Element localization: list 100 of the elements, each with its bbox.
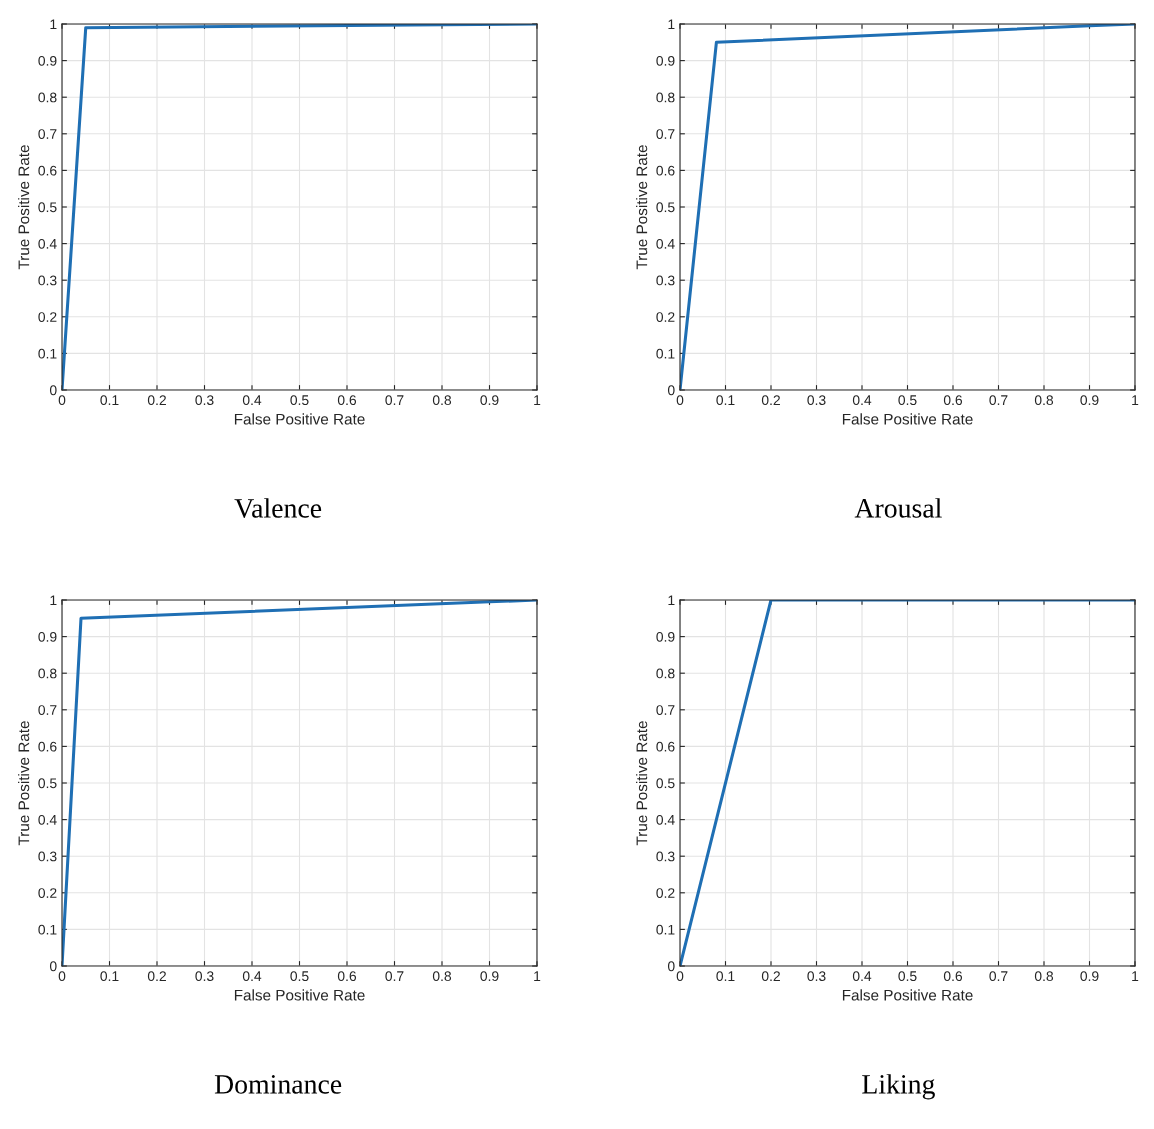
- y-axis-title: True Positive Rate: [636, 721, 648, 846]
- x-tick-label: 0.8: [432, 395, 452, 406]
- x-tick-label: 0.3: [807, 395, 826, 406]
- text: Liking: [862, 1074, 935, 1100]
- y-tick-label: 0.5: [38, 778, 57, 789]
- y-tick-label: 0.4: [38, 238, 57, 249]
- line-series: [680, 24, 1135, 390]
- y-tick-label: 1: [50, 19, 57, 30]
- x-axis-title: False Positive Rate: [234, 989, 365, 1001]
- text: Valence: [234, 498, 322, 518]
- y-tick-label: 0.8: [656, 92, 675, 103]
- x-tick-label: 0.3: [807, 971, 826, 982]
- x-tick-label: 0.2: [761, 971, 780, 982]
- y-tick-label: 1: [668, 19, 675, 30]
- x-tick-label: 0.5: [290, 971, 309, 982]
- x-tick-label: 0.9: [480, 971, 499, 982]
- x-tick-label: 1: [1132, 971, 1139, 981]
- x-tick-label: 0.5: [898, 971, 917, 982]
- x-axis-title: False Positive Rate: [842, 413, 973, 425]
- x-tick-label: 0.2: [761, 395, 780, 406]
- x-tick-label: 0.4: [852, 395, 872, 406]
- y-tick-label: 0.8: [38, 92, 57, 103]
- x-tick-label: 0: [58, 971, 66, 982]
- x-tick-label: 0: [676, 395, 684, 406]
- y-tick-label: 0.2: [38, 888, 57, 898]
- y-tick-label: 0.7: [38, 705, 57, 715]
- x-tick-label: 0: [58, 395, 66, 406]
- y-tick-label: 0.7: [38, 129, 57, 139]
- line-series: [62, 600, 537, 966]
- x-tick-label: 0.3: [195, 395, 214, 406]
- x-tick-label: 0.9: [1080, 971, 1099, 982]
- y-tick-label: 0.3: [38, 275, 57, 286]
- x-tick-label: 0.6: [337, 395, 357, 406]
- x-tick-label: 0.8: [432, 971, 452, 982]
- x-axis-title: False Positive Rate: [842, 989, 973, 1001]
- text: Dominance: [214, 1075, 342, 1094]
- x-tick-label: 0.4: [242, 395, 262, 406]
- y-axis-title: True Positive Rate: [636, 145, 648, 270]
- y-tick-label: 1: [50, 595, 57, 606]
- x-tick-label: 1: [534, 971, 541, 981]
- x-axis-title: False Positive Rate: [234, 413, 365, 425]
- y-tick-label: 0.1: [656, 924, 675, 935]
- x-tick-label: 0.7: [385, 395, 404, 406]
- x-tick-label: 0.6: [943, 395, 963, 406]
- x-tick-label: 0.5: [290, 395, 309, 406]
- x-tick-label: 0.9: [1080, 395, 1099, 406]
- x-tick-label: 0.7: [989, 971, 1008, 982]
- y-tick-label: 0.1: [656, 348, 675, 359]
- y-tick-label: 0.3: [38, 851, 57, 862]
- y-axis-title: True Positive Rate: [18, 721, 30, 846]
- y-tick-label: 0.4: [656, 238, 675, 249]
- y-tick-label: 0.8: [656, 668, 675, 679]
- y-tick-label: 0: [49, 961, 57, 972]
- y-tick-label: 0.1: [38, 924, 57, 935]
- x-tick-label: 0.2: [147, 395, 166, 406]
- x-tick-label: 0.6: [943, 971, 963, 982]
- y-tick-label: 0.2: [656, 312, 675, 322]
- y-axis-title: True Positive Rate: [18, 145, 30, 270]
- y-tick-label: 0.3: [656, 851, 675, 862]
- x-tick-label: 0.9: [480, 395, 499, 406]
- y-tick-label: 0.9: [38, 55, 57, 66]
- x-tick-label: 0.6: [337, 971, 357, 982]
- y-tick-label: 0.7: [656, 129, 675, 139]
- y-tick-label: 0: [667, 961, 675, 972]
- x-tick-label: 0.7: [989, 395, 1008, 406]
- y-tick-label: 0.5: [38, 202, 57, 213]
- y-tick-label: 0.4: [656, 814, 675, 825]
- y-tick-label: 0.5: [656, 202, 675, 213]
- x-tick-label: 1: [534, 395, 541, 405]
- x-tick-label: 0.5: [898, 395, 917, 406]
- x-tick-label: 0.4: [242, 971, 262, 982]
- y-tick-label: 0: [49, 385, 57, 396]
- x-tick-label: 0.1: [716, 971, 735, 982]
- y-tick-label: 0.4: [38, 814, 57, 825]
- y-tick-label: 0.7: [656, 705, 675, 715]
- x-tick-label: 0.8: [1034, 971, 1054, 982]
- y-tick-label: 1: [668, 595, 675, 606]
- y-tick-label: 0.2: [656, 888, 675, 898]
- y-tick-label: 0.6: [38, 741, 57, 752]
- x-tick-label: 0.8: [1034, 395, 1054, 406]
- x-tick-label: 0.2: [147, 971, 166, 982]
- x-tick-label: 0.1: [100, 971, 119, 982]
- y-tick-label: 0.1: [38, 348, 57, 359]
- text: Arousal: [854, 498, 942, 518]
- y-tick-label: 0.9: [656, 631, 675, 642]
- x-tick-label: 0.7: [385, 971, 404, 982]
- y-tick-label: 0.6: [656, 741, 675, 752]
- y-tick-label: 0.9: [38, 631, 57, 642]
- x-tick-label: 0.4: [852, 971, 872, 982]
- y-tick-label: 0.6: [656, 165, 675, 176]
- y-tick-label: 0.9: [656, 55, 675, 66]
- y-tick-label: 0.5: [656, 778, 675, 789]
- y-tick-label: 0.3: [656, 275, 675, 286]
- x-tick-label: 0: [676, 971, 684, 982]
- y-tick-label: 0.8: [38, 668, 57, 679]
- x-tick-label: 0.3: [195, 971, 214, 982]
- y-tick-label: 0.2: [38, 312, 57, 322]
- y-tick-label: 0.6: [38, 165, 57, 176]
- y-tick-label: 0: [667, 385, 675, 396]
- x-tick-label: 0.1: [716, 395, 735, 406]
